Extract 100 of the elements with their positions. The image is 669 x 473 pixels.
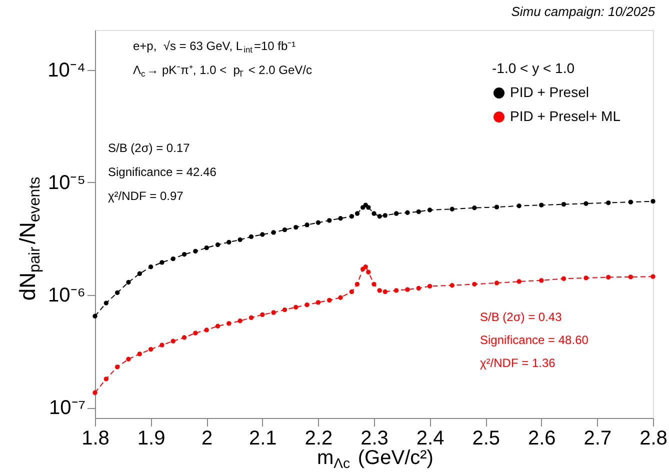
point — [494, 204, 500, 210]
point — [427, 284, 432, 289]
point — [126, 280, 131, 285]
point — [182, 335, 187, 340]
point — [366, 270, 371, 274]
point — [114, 364, 120, 370]
point — [354, 211, 360, 216]
point — [304, 222, 310, 228]
point — [170, 338, 176, 344]
point — [349, 214, 354, 219]
point — [148, 346, 154, 352]
point — [282, 307, 288, 312]
y-tick-label: 10⁻⁷ — [49, 397, 86, 420]
point — [92, 314, 98, 318]
point — [327, 218, 332, 223]
y-tick-label: 10⁻⁴ — [48, 59, 86, 82]
point — [137, 352, 142, 356]
point — [226, 240, 232, 245]
point — [170, 256, 176, 262]
point — [204, 245, 209, 250]
x-tick-label: 2.2 — [304, 428, 333, 450]
point — [215, 324, 220, 328]
y-axis-title: dNpair/Nevents — [15, 176, 44, 301]
point — [650, 199, 656, 204]
point — [304, 302, 310, 308]
x-tick-label: 2.7 — [584, 428, 612, 450]
point — [382, 213, 388, 218]
point — [282, 227, 288, 232]
point — [363, 264, 368, 270]
point — [606, 274, 611, 280]
point — [316, 300, 321, 305]
point — [104, 300, 109, 306]
point — [372, 211, 376, 216]
point — [271, 230, 276, 235]
point — [472, 282, 477, 287]
point — [160, 342, 164, 348]
x-tick-label: 1.9 — [137, 428, 166, 450]
point — [193, 248, 198, 254]
y-tick-label: 10⁻⁵ — [48, 172, 86, 194]
point — [226, 321, 232, 326]
point — [148, 264, 154, 270]
point — [104, 376, 109, 382]
point — [516, 204, 522, 208]
point — [204, 328, 209, 332]
legend-label: PID + Presel+ ML — [510, 108, 621, 124]
point — [450, 206, 454, 212]
x-tick-label: 2.5 — [472, 428, 500, 450]
point — [377, 214, 382, 219]
point — [561, 276, 566, 281]
point — [238, 318, 242, 324]
point — [450, 283, 454, 288]
point — [349, 289, 354, 294]
point — [561, 202, 566, 207]
point — [182, 252, 187, 257]
point — [584, 276, 588, 280]
point — [327, 298, 332, 303]
point — [271, 310, 276, 315]
x-tick-label: 2.8 — [640, 428, 668, 450]
point — [606, 200, 611, 206]
point — [628, 200, 634, 204]
annotation: χ²/NDF = 0.97 — [108, 189, 184, 203]
point — [137, 271, 142, 276]
point — [405, 210, 410, 215]
point — [92, 390, 98, 395]
annotation: S/B (2σ) = 0.17 — [108, 141, 190, 155]
x-tick-label: 1.8 — [82, 428, 110, 450]
point — [416, 286, 421, 291]
point — [354, 282, 360, 287]
point — [539, 278, 544, 283]
point — [248, 315, 254, 320]
point — [260, 232, 265, 237]
x-tick-label: 2.6 — [528, 428, 556, 450]
x-tick-label: 2.4 — [416, 428, 444, 450]
point — [472, 206, 477, 210]
annotation: χ²/NDF = 1.36 — [480, 356, 556, 370]
point — [126, 356, 131, 362]
point — [516, 279, 522, 284]
point — [405, 287, 410, 292]
legend-label: PID + Presel — [510, 84, 589, 100]
point — [114, 290, 120, 296]
y-tick-label: 10⁻⁶ — [48, 284, 86, 307]
point — [238, 237, 242, 242]
point — [584, 201, 588, 206]
point — [215, 242, 220, 248]
point — [416, 209, 421, 214]
point — [628, 274, 634, 280]
point — [338, 295, 343, 300]
point — [494, 280, 500, 286]
x-tick-label: 2.3 — [360, 428, 388, 450]
point — [193, 330, 198, 336]
legend-title: -1.0 < y < 1.0 — [492, 60, 575, 76]
annotation: S/B (2σ) = 0.43 — [480, 310, 562, 324]
point — [394, 288, 399, 293]
point — [372, 282, 376, 287]
point — [294, 224, 298, 230]
annotation: Significance = 48.60 — [480, 333, 589, 347]
point — [427, 208, 432, 212]
point — [160, 260, 164, 265]
point — [338, 216, 343, 221]
point — [382, 289, 388, 294]
